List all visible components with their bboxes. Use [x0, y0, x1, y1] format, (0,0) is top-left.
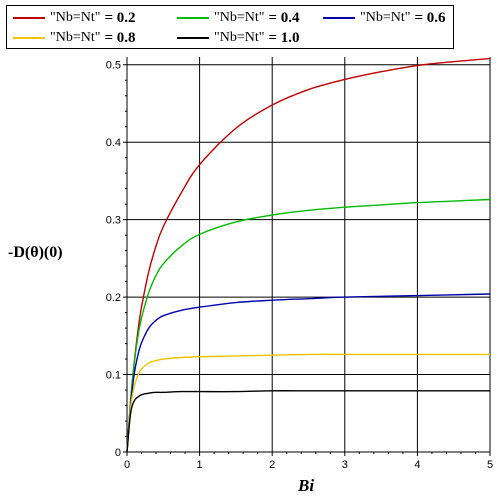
y-tick-label: 0.2 — [106, 292, 121, 304]
series-line-1 — [126, 57, 491, 453]
y-axis-label: -D(θ)(0) — [8, 244, 63, 261]
legend-entry-1: "Nb=Nt" = 0.2 — [13, 8, 136, 28]
x-tick-label: 5 — [487, 459, 493, 471]
legend-swatch-4 — [13, 37, 45, 39]
legend-value-3: = 0.6 — [414, 9, 446, 26]
legend-label-3: "Nb=Nt" — [360, 10, 411, 25]
legend-value-5: = 1.0 — [268, 29, 300, 46]
y-tick-label: 0.1 — [106, 370, 121, 382]
legend-label-1: "Nb=Nt" — [50, 10, 101, 25]
legend-swatch-1 — [13, 17, 45, 19]
y-tick-label: 0 — [115, 447, 121, 459]
series-line-3 — [126, 293, 491, 453]
series-line-2 — [126, 198, 491, 453]
x-tick-label: 2 — [269, 459, 275, 471]
x-axis-label: Bi — [298, 476, 315, 495]
legend-label-4: "Nb=Nt" — [50, 30, 101, 45]
legend-entry-2: "Nb=Nt" = 0.4 — [177, 8, 300, 28]
x-tick-label: 3 — [342, 459, 348, 471]
y-tick-label: 0.5 — [106, 60, 121, 72]
series-line-5 — [126, 390, 490, 453]
x-tick-label: 4 — [414, 459, 420, 471]
legend-entry-3: "Nb=Nt" = 0.6 — [323, 8, 446, 28]
legend-entry-4: "Nb=Nt" = 0.8 — [13, 28, 136, 48]
plot-area — [127, 57, 490, 452]
legend-value-4: = 0.8 — [104, 29, 136, 46]
x-tick-label: 0 — [124, 459, 130, 471]
legend-entry-5: "Nb=Nt" = 1.0 — [177, 28, 300, 48]
legend-value-2: = 0.4 — [268, 9, 300, 26]
legend-swatch-2 — [177, 17, 209, 19]
legend-label-2: "Nb=Nt" — [214, 10, 265, 25]
legend-label-5: "Nb=Nt" — [214, 30, 265, 45]
legend-swatch-3 — [323, 17, 355, 19]
x-tick-label: 1 — [197, 459, 203, 471]
legend-value-1: = 0.2 — [104, 9, 136, 26]
legend-swatch-5 — [177, 37, 209, 39]
chart-legend: "Nb=Nt" = 0.2 "Nb=Nt" = 0.4 "Nb=Nt" = 0.… — [6, 5, 454, 49]
series-line-4 — [126, 353, 490, 453]
y-tick-label: 0.4 — [106, 137, 121, 149]
y-tick-label: 0.3 — [106, 215, 121, 227]
